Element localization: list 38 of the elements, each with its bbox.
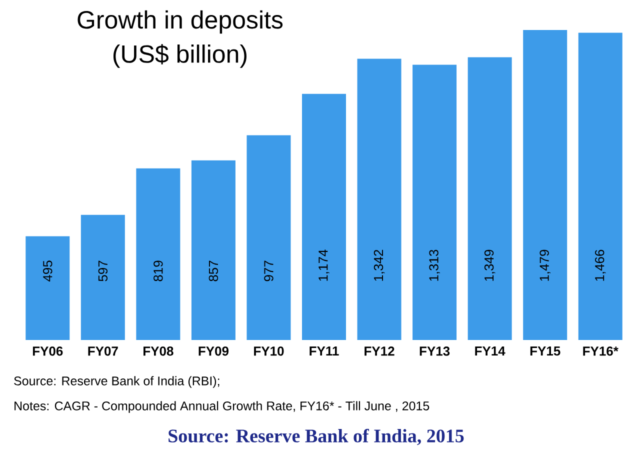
x-tick-label: FY15 xyxy=(530,346,560,356)
x-tick-label: FY09 xyxy=(198,346,229,356)
data-label: 857 xyxy=(208,260,218,282)
bar xyxy=(246,135,291,340)
x-tick-label: FY08 xyxy=(144,346,174,356)
bar xyxy=(26,236,70,340)
x-tick-label: FY14 xyxy=(475,346,506,356)
bar xyxy=(357,58,402,340)
text: Notes: CAGR - Compounded Annual Growth Rate, FY16* - Till June , 2015 xyxy=(14,401,430,413)
source-note: Source: Reserve Bank of India (RBI); xyxy=(14,376,220,388)
source-note: Source: Reserve Bank of India, 2015 xyxy=(168,428,464,446)
bar xyxy=(191,160,236,340)
data-label: 1,466 xyxy=(594,250,606,281)
data-label: 495 xyxy=(43,260,52,282)
bar xyxy=(302,94,346,340)
bar xyxy=(80,214,125,340)
x-tick-label: FY12 xyxy=(364,346,394,356)
x-tick-label: FY06 xyxy=(32,346,63,356)
data-label: 819 xyxy=(154,260,163,282)
bar xyxy=(136,168,180,340)
bar xyxy=(578,32,622,340)
data-label: 1,479 xyxy=(540,250,550,281)
data-label: 1,342 xyxy=(374,250,385,281)
data-label: 977 xyxy=(264,260,274,282)
bar xyxy=(523,30,568,340)
data-label: 1,174 xyxy=(318,250,330,281)
data-label: 597 xyxy=(98,260,108,282)
text: (US$ billion) xyxy=(113,44,246,68)
data-label: 1,349 xyxy=(484,250,496,281)
x-tick-label: FY10 xyxy=(254,346,284,356)
x-tick-label: FY07 xyxy=(88,346,118,356)
chart-title: Growth in deposits xyxy=(78,10,283,34)
bar xyxy=(412,64,457,340)
data-label: 1,313 xyxy=(429,250,440,281)
x-tick-label: FY11 xyxy=(310,346,339,356)
x-tick-label: FY13 xyxy=(420,346,450,356)
bar xyxy=(468,57,512,340)
x-tick-label: FY16* xyxy=(583,346,618,356)
